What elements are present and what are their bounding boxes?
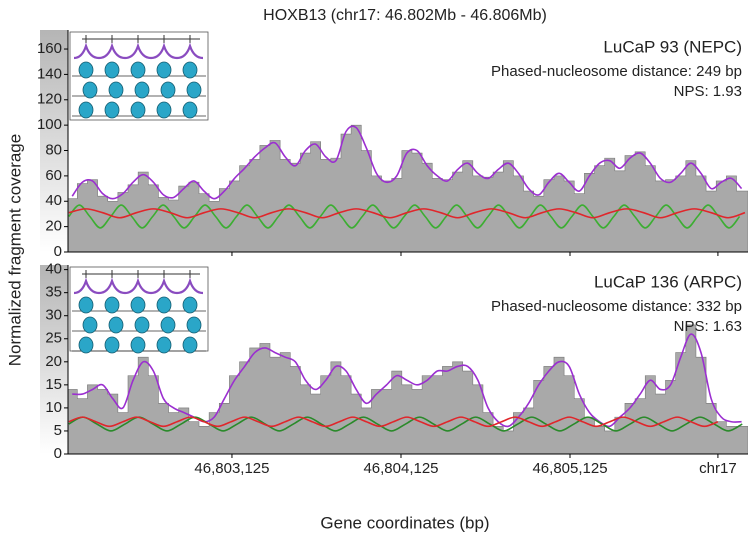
inset-nucleosome <box>134 316 150 334</box>
inset-nucleosome <box>104 101 120 119</box>
inset-nucleosome <box>104 336 120 354</box>
inset-nucleosome <box>182 296 198 314</box>
axis-strip <box>40 265 68 454</box>
panel-annotation: Phased-nucleosome distance: 332 bp <box>491 298 742 315</box>
series-line <box>71 125 743 200</box>
x-tick-label: 46,804,125 <box>363 460 438 477</box>
series-line <box>68 208 746 219</box>
y-tick-label: 120 <box>37 91 62 108</box>
y-tick-label: 140 <box>37 65 62 82</box>
inset-nucleosome <box>130 296 146 314</box>
y-tick-label: 100 <box>37 116 62 133</box>
panel-annotation: NPS: 1.63 <box>674 318 742 335</box>
nucleosome-inset <box>69 266 209 354</box>
inset-nucleosome <box>182 336 198 354</box>
inset-nucleosome <box>134 81 150 99</box>
x-tick-label: chr17 <box>699 460 737 477</box>
series-line <box>68 416 719 428</box>
y-tick-label: 80 <box>45 141 62 158</box>
inset-nucleosome <box>108 316 124 334</box>
inset-nucleosome <box>156 336 172 354</box>
panel-annotation: Phased-nucleosome distance: 249 bp <box>491 63 742 80</box>
series-line <box>68 416 743 432</box>
inset-nucleosome <box>186 316 202 334</box>
inset-nucleosome <box>104 61 120 79</box>
y-tick-label: 5 <box>54 422 62 439</box>
inset-wave <box>73 42 204 60</box>
y-axis-label: Normalized fragment coverage <box>5 134 24 366</box>
y-tick-label: 35 <box>45 284 62 301</box>
y-tick-label: 0 <box>54 445 62 462</box>
inset-nucleosome <box>104 296 120 314</box>
y-tick-label: 40 <box>45 261 62 278</box>
y-tick-label: 40 <box>45 192 62 209</box>
inset-nucleosome <box>78 101 94 119</box>
chart-title: HOXB13 (chr17: 46.802Mb - 46.806Mb) <box>263 7 547 24</box>
x-tick-label: 46,805,125 <box>532 460 607 477</box>
coverage-area <box>67 124 748 253</box>
inset-nucleosome <box>78 61 94 79</box>
inset-nucleosome <box>156 101 172 119</box>
inset-nucleosome <box>108 81 124 99</box>
axis-strip <box>40 30 68 252</box>
y-tick-label: 10 <box>45 399 62 416</box>
inset-nucleosome <box>186 81 202 99</box>
y-tick-label: 20 <box>45 353 62 370</box>
inset-nucleosome <box>130 101 146 119</box>
y-tick-label: 0 <box>54 243 62 260</box>
series-line <box>68 204 741 229</box>
inset-wave <box>73 277 204 295</box>
inset-nucleosome <box>182 61 198 79</box>
inset-nucleosome <box>82 81 98 99</box>
x-axis-label: Gene coordinates (bp) <box>320 513 489 532</box>
inset-nucleosome <box>182 101 198 119</box>
y-tick-label: 15 <box>45 376 62 393</box>
y-tick-label: 160 <box>37 40 62 57</box>
panel-label: LuCaP 136 (ARPC) <box>594 272 742 291</box>
inset-nucleosome <box>160 81 176 99</box>
inset-nucleosome <box>156 61 172 79</box>
inset-nucleosome <box>156 296 172 314</box>
x-tick-label: 46,803,125 <box>194 460 269 477</box>
y-tick-label: 20 <box>45 218 62 235</box>
inset-nucleosome <box>130 61 146 79</box>
inset-nucleosome <box>78 296 94 314</box>
y-tick-label: 30 <box>45 307 62 324</box>
y-tick-label: 25 <box>45 330 62 347</box>
panel-label: LuCaP 93 (NEPC) <box>603 37 742 56</box>
series-line <box>72 333 742 428</box>
inset-nucleosome <box>160 316 176 334</box>
panel-annotation: NPS: 1.93 <box>674 83 742 100</box>
inset-nucleosome <box>130 336 146 354</box>
inset-nucleosome <box>82 316 98 334</box>
inset-nucleosome <box>78 336 94 354</box>
nucleosome-inset <box>69 31 209 121</box>
y-tick-label: 60 <box>45 167 62 184</box>
